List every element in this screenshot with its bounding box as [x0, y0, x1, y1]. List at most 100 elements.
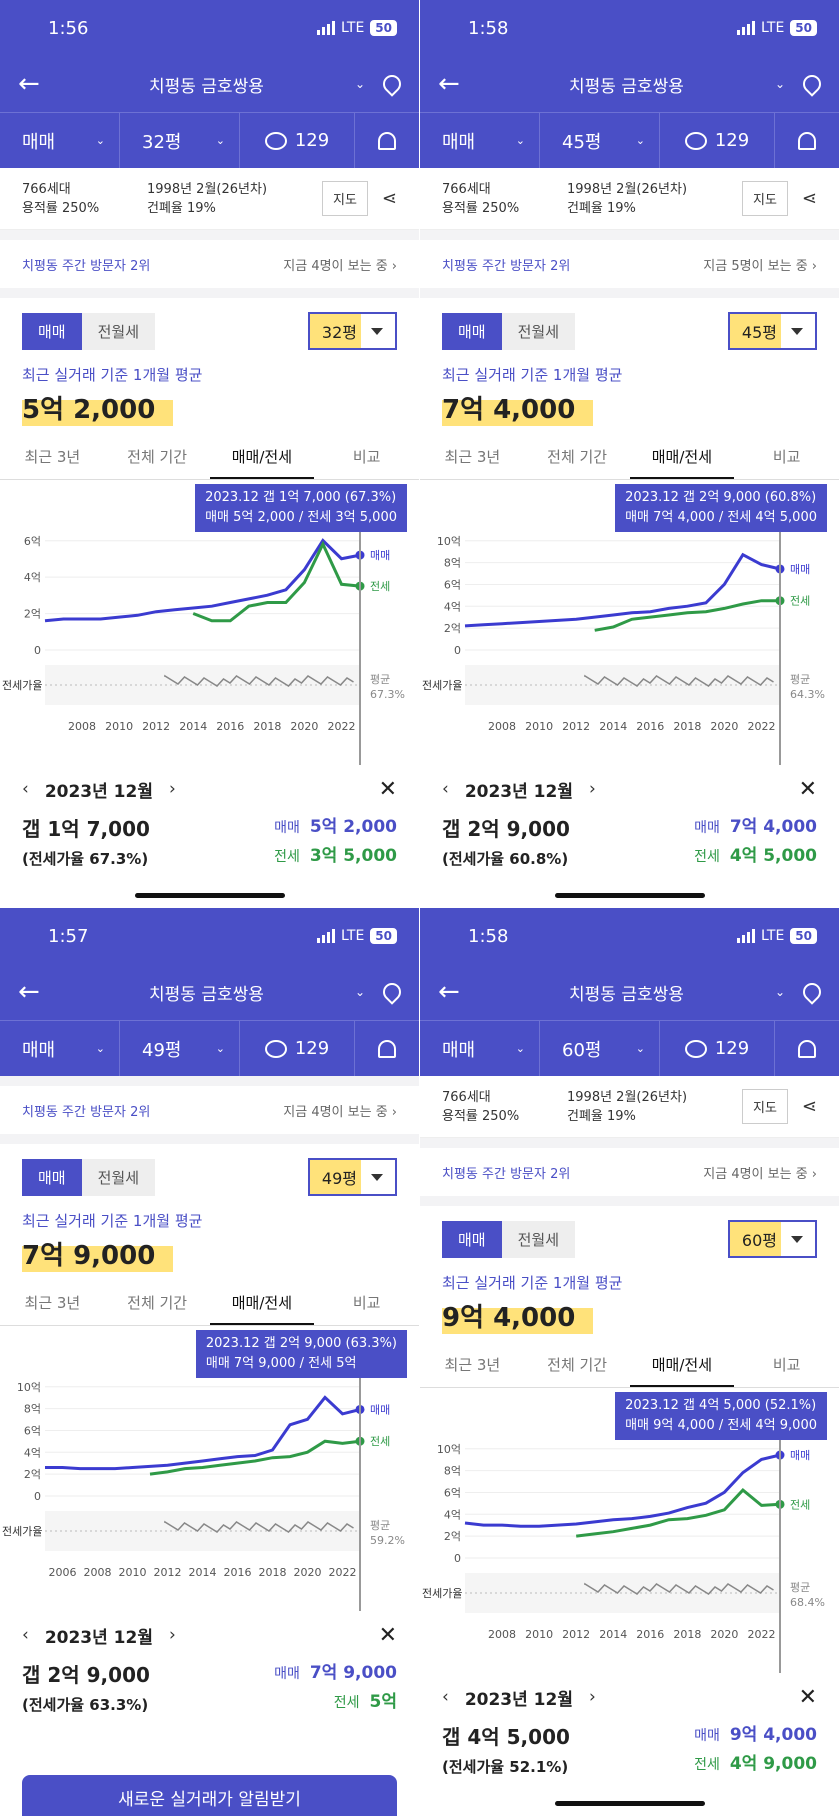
segment-sale[interactable]: 매매 — [22, 1158, 82, 1196]
price-chart[interactable]: 0 2억 4억 6억 매매 전세 전세가율 평균 67.3% 2008 2010 2012 2014 20… — [0, 480, 419, 765]
chevron-down-icon[interactable]: ⌄ — [354, 77, 365, 91]
period-tab[interactable]: 매매/전세 — [209, 1282, 315, 1325]
size-dropdown[interactable]: 32평 ⌄ — [120, 113, 240, 168]
trade-type-dropdown[interactable]: 매매 ⌄ — [0, 113, 120, 168]
size-select[interactable]: 60평 — [727, 1220, 817, 1258]
trade-type-dropdown[interactable]: 매매 ⌄ — [420, 1021, 540, 1076]
prev-month-arrow-icon[interactable]: ‹ — [22, 1625, 29, 1645]
period-tab[interactable]: 전체 기간 — [127, 448, 188, 466]
period-tab[interactable]: 비교 — [772, 448, 801, 466]
price-alert-button[interactable]: 새로운 실거래가 알림받기 — [22, 1775, 397, 1816]
trade-type-dropdown[interactable]: 매매 ⌄ — [0, 1021, 120, 1076]
notification-button[interactable] — [775, 1021, 839, 1076]
complex-title[interactable]: 치평동 금호쌍용 — [569, 984, 684, 1005]
back-arrow-icon[interactable]: ← — [18, 977, 40, 1007]
period-tab[interactable]: 비교 — [772, 1356, 801, 1374]
period-tab[interactable]: 최근 3년 — [24, 448, 81, 466]
period-tab[interactable]: 비교 — [352, 448, 381, 466]
status-time: 1:58 — [468, 17, 509, 39]
battery-icon: 50 — [370, 928, 397, 944]
period-tab[interactable]: 최근 3년 — [24, 1294, 81, 1312]
location-pin-icon[interactable] — [379, 71, 405, 97]
trade-type-dropdown[interactable]: 매매 ⌄ — [420, 113, 540, 168]
location-pin-icon[interactable] — [379, 979, 405, 1005]
visitor-rank-row[interactable]: 치평동 주간 방문자 2위 지금 4명이 보는 중 › — [420, 1148, 839, 1196]
period-tab[interactable]: 매매/전세 — [629, 1344, 735, 1387]
notification-button[interactable] — [775, 113, 839, 168]
segment-lease[interactable]: 전월세 — [517, 322, 560, 341]
segment-sale[interactable]: 매매 — [442, 1220, 502, 1258]
chevron-down-icon[interactable]: ⌄ — [774, 985, 785, 999]
period-tab[interactable]: 비교 — [352, 1294, 381, 1312]
complex-title[interactable]: 치평동 금호쌍용 — [149, 76, 264, 97]
price-chart[interactable]: 0 2억 4억 6억 8억 10억 매매 전세 전세가율 평균 59.2% 2006 2008 2010 2… — [0, 1326, 419, 1611]
size-select[interactable]: 32평 — [307, 312, 397, 350]
size-select[interactable]: 45평 — [727, 312, 817, 350]
back-arrow-icon[interactable]: ← — [438, 977, 460, 1007]
segment-lease[interactable]: 전월세 — [97, 322, 140, 341]
segment-lease[interactable]: 전월세 — [517, 1230, 560, 1249]
comments-button[interactable]: 129 — [660, 113, 775, 168]
period-tab[interactable]: 전체 기간 — [547, 448, 608, 466]
share-icon[interactable]: ⋖ — [801, 1096, 817, 1117]
chevron-down-icon[interactable]: ⌄ — [774, 77, 785, 91]
period-tab[interactable]: 전체 기간 — [547, 1356, 608, 1374]
map-button[interactable]: 지도 — [741, 1089, 788, 1124]
visitor-rank-row[interactable]: 치평동 주간 방문자 2위 지금 5명이 보는 중 › — [420, 240, 839, 288]
close-icon[interactable]: ✕ — [378, 1622, 397, 1648]
series-line-jeonse — [192, 540, 361, 623]
period-tab[interactable]: 전체 기간 — [127, 1294, 188, 1312]
share-icon[interactable]: ⋖ — [801, 188, 817, 209]
close-icon[interactable]: ✕ — [798, 776, 817, 802]
ratio-band — [465, 1573, 780, 1613]
next-month-arrow-icon[interactable]: › — [588, 1687, 596, 1707]
home-indicator — [555, 1801, 705, 1806]
close-icon[interactable]: ✕ — [378, 776, 397, 802]
next-month-arrow-icon[interactable]: › — [168, 1625, 176, 1645]
series-line-jeonse — [594, 599, 780, 632]
segment-sale[interactable]: 매매 — [22, 312, 82, 350]
chevron-down-icon[interactable]: ⌄ — [354, 985, 365, 999]
comments-button[interactable]: 129 — [660, 1021, 775, 1076]
map-button[interactable]: 지도 — [741, 181, 788, 216]
period-tab[interactable]: 최근 3년 — [444, 448, 501, 466]
complex-title[interactable]: 치평동 금호쌍용 — [149, 984, 264, 1005]
complex-title[interactable]: 치평동 금호쌍용 — [569, 76, 684, 97]
status-bar: 1:58 LTE 50 — [420, 908, 839, 964]
size-dropdown[interactable]: 49평 ⌄ — [120, 1021, 240, 1076]
segment-sale[interactable]: 매매 — [442, 312, 502, 350]
period-tabs: 최근 3년 전체 기간 매매/전세 비교 — [0, 436, 419, 480]
visitor-rank-row[interactable]: 치평동 주간 방문자 2위 지금 4명이 보는 중 › — [0, 240, 419, 288]
period-tab[interactable]: 매매/전세 — [209, 436, 315, 479]
visitor-rank-row[interactable]: 치평동 주간 방문자 2위 지금 4명이 보는 중 › — [0, 1086, 419, 1134]
prev-month-arrow-icon[interactable]: ‹ — [22, 779, 29, 799]
period-tab[interactable]: 매매/전세 — [629, 436, 735, 479]
close-icon[interactable]: ✕ — [798, 1684, 817, 1710]
period-tab[interactable]: 최근 3년 — [444, 1356, 501, 1374]
segment-lease[interactable]: 전월세 — [97, 1168, 140, 1187]
x-tick-label: 2014 — [189, 1566, 217, 1579]
location-pin-icon[interactable] — [799, 71, 825, 97]
location-pin-icon[interactable] — [799, 979, 825, 1005]
share-icon[interactable]: ⋖ — [381, 188, 397, 209]
size-select[interactable]: 49평 — [307, 1158, 397, 1196]
price-chart[interactable]: 0 2억 4억 6억 8억 10억 매매 전세 전세가율 평균 68.4% 2008 2010 2012 2… — [420, 1388, 839, 1673]
ratio-last-value: 59.2% — [370, 1534, 405, 1547]
size-dropdown[interactable]: 45평 ⌄ — [540, 113, 660, 168]
comments-button[interactable]: 129 — [240, 1021, 355, 1076]
sale-price: 7억 9,000 — [309, 1663, 397, 1683]
price-chart[interactable]: 0 2억 4억 6억 8억 10억 매매 전세 전세가율 평균 64.3% 2008 2010 2012 2… — [420, 480, 839, 765]
ratio-band — [45, 1511, 360, 1551]
notification-button[interactable] — [355, 1021, 419, 1076]
prev-month-arrow-icon[interactable]: ‹ — [442, 1687, 449, 1707]
x-tick-label: 2020 — [710, 1628, 738, 1641]
size-dropdown[interactable]: 60평 ⌄ — [540, 1021, 660, 1076]
map-button[interactable]: 지도 — [321, 181, 368, 216]
comments-button[interactable]: 129 — [240, 113, 355, 168]
next-month-arrow-icon[interactable]: › — [168, 779, 176, 799]
back-arrow-icon[interactable]: ← — [18, 69, 40, 99]
notification-button[interactable] — [355, 113, 419, 168]
next-month-arrow-icon[interactable]: › — [588, 779, 596, 799]
prev-month-arrow-icon[interactable]: ‹ — [442, 779, 449, 799]
back-arrow-icon[interactable]: ← — [438, 69, 460, 99]
